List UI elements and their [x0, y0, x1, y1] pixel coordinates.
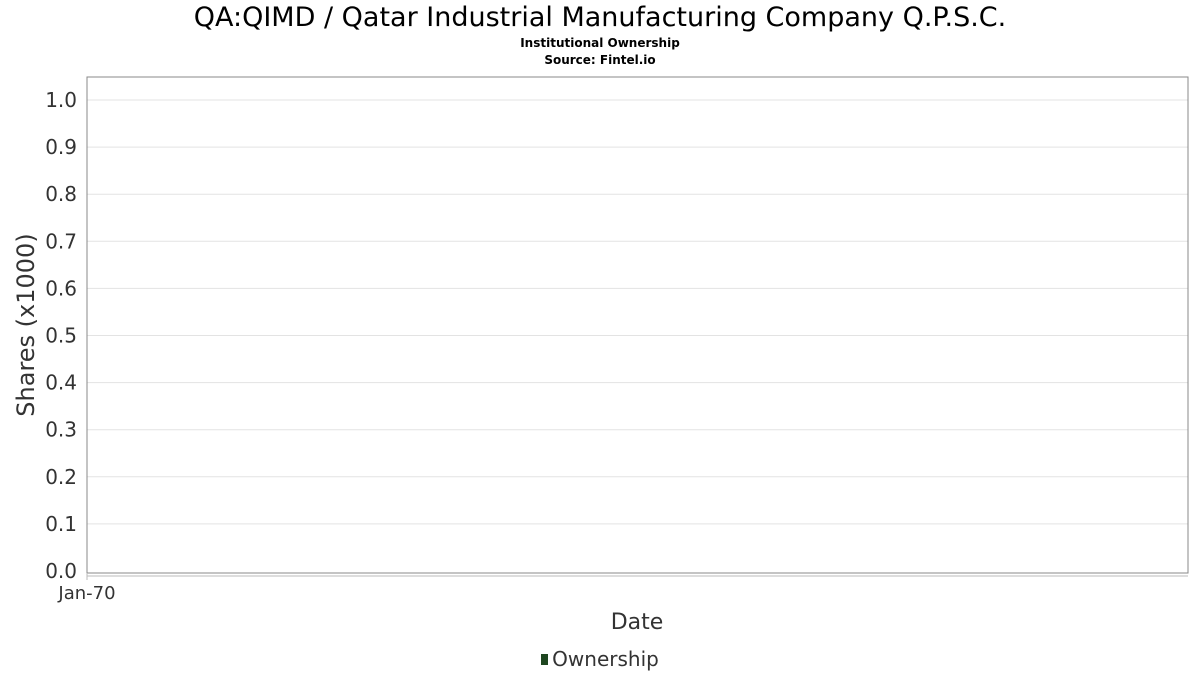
y-tick-label: 0.4 [45, 371, 77, 395]
y-tick-label: 0.5 [45, 324, 77, 348]
legend-swatch-ownership [541, 654, 549, 665]
plot-frame [86, 76, 1189, 574]
x-axis-label: Date [611, 610, 664, 635]
chart-subtitle-source: Source: Fintel.io [544, 53, 656, 67]
y-tick-label: 0.7 [45, 229, 77, 253]
y-tick-label: 0.0 [45, 559, 77, 583]
y-tick-label: 0.6 [45, 276, 77, 300]
y-tick-label: 1.0 [45, 88, 77, 112]
chart-subtitle-ownership: Institutional Ownership [520, 36, 680, 50]
x-tick-label: Jan-70 [57, 583, 115, 604]
y-tick-label: 0.9 [45, 135, 77, 159]
y-axis-label: Shares (x1000) [12, 233, 40, 416]
y-tick-label: 0.8 [45, 182, 77, 206]
y-tick-label: 0.1 [45, 512, 77, 536]
y-axis-ticks: 0.0 0.1 0.2 0.3 0.4 0.5 0.6 0.7 0.8 0.9 1.0 [45, 88, 77, 583]
x-axis-ticks: Jan-70 [57, 573, 116, 604]
legend-label-ownership: Ownership [552, 647, 659, 671]
y-tick-label: 0.3 [45, 418, 77, 442]
y-tick-label: 0.2 [45, 465, 77, 489]
legend: Ownership [0, 646, 1200, 672]
grid-lines [87, 99, 1188, 525]
chart-title: QA:QIMD / Qatar Industrial Manufacturing… [193, 2, 1007, 33]
